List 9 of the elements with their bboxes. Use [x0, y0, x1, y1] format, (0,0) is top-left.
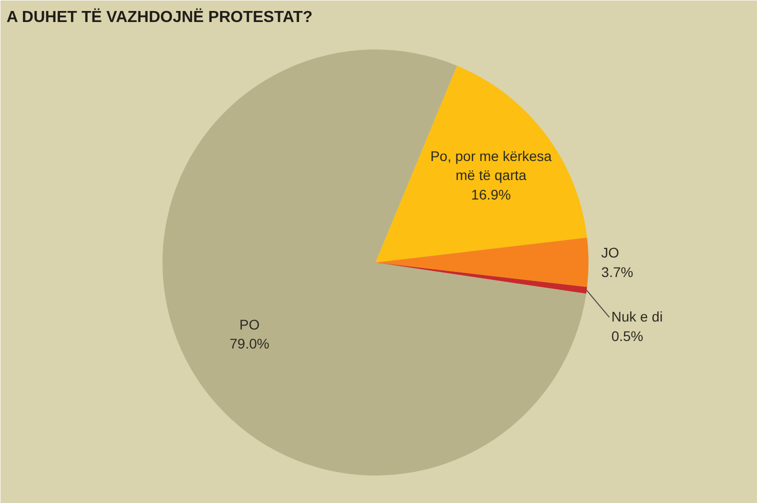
data-label: 3.7%	[601, 264, 634, 280]
slice-label: PO	[239, 316, 260, 332]
slice-label: JO	[601, 244, 620, 261]
data-label: 16.9%	[471, 186, 511, 202]
data-label: 79.0%	[230, 336, 270, 352]
slice-label: Po, por me kërkesa më të qarta	[430, 148, 552, 184]
data-label: 0.5%	[611, 328, 644, 344]
slice-label: Nuk e di	[611, 308, 663, 325]
chart-title: A DUHET TË VAZHDOJNË PROTESTAT?	[6, 8, 313, 26]
